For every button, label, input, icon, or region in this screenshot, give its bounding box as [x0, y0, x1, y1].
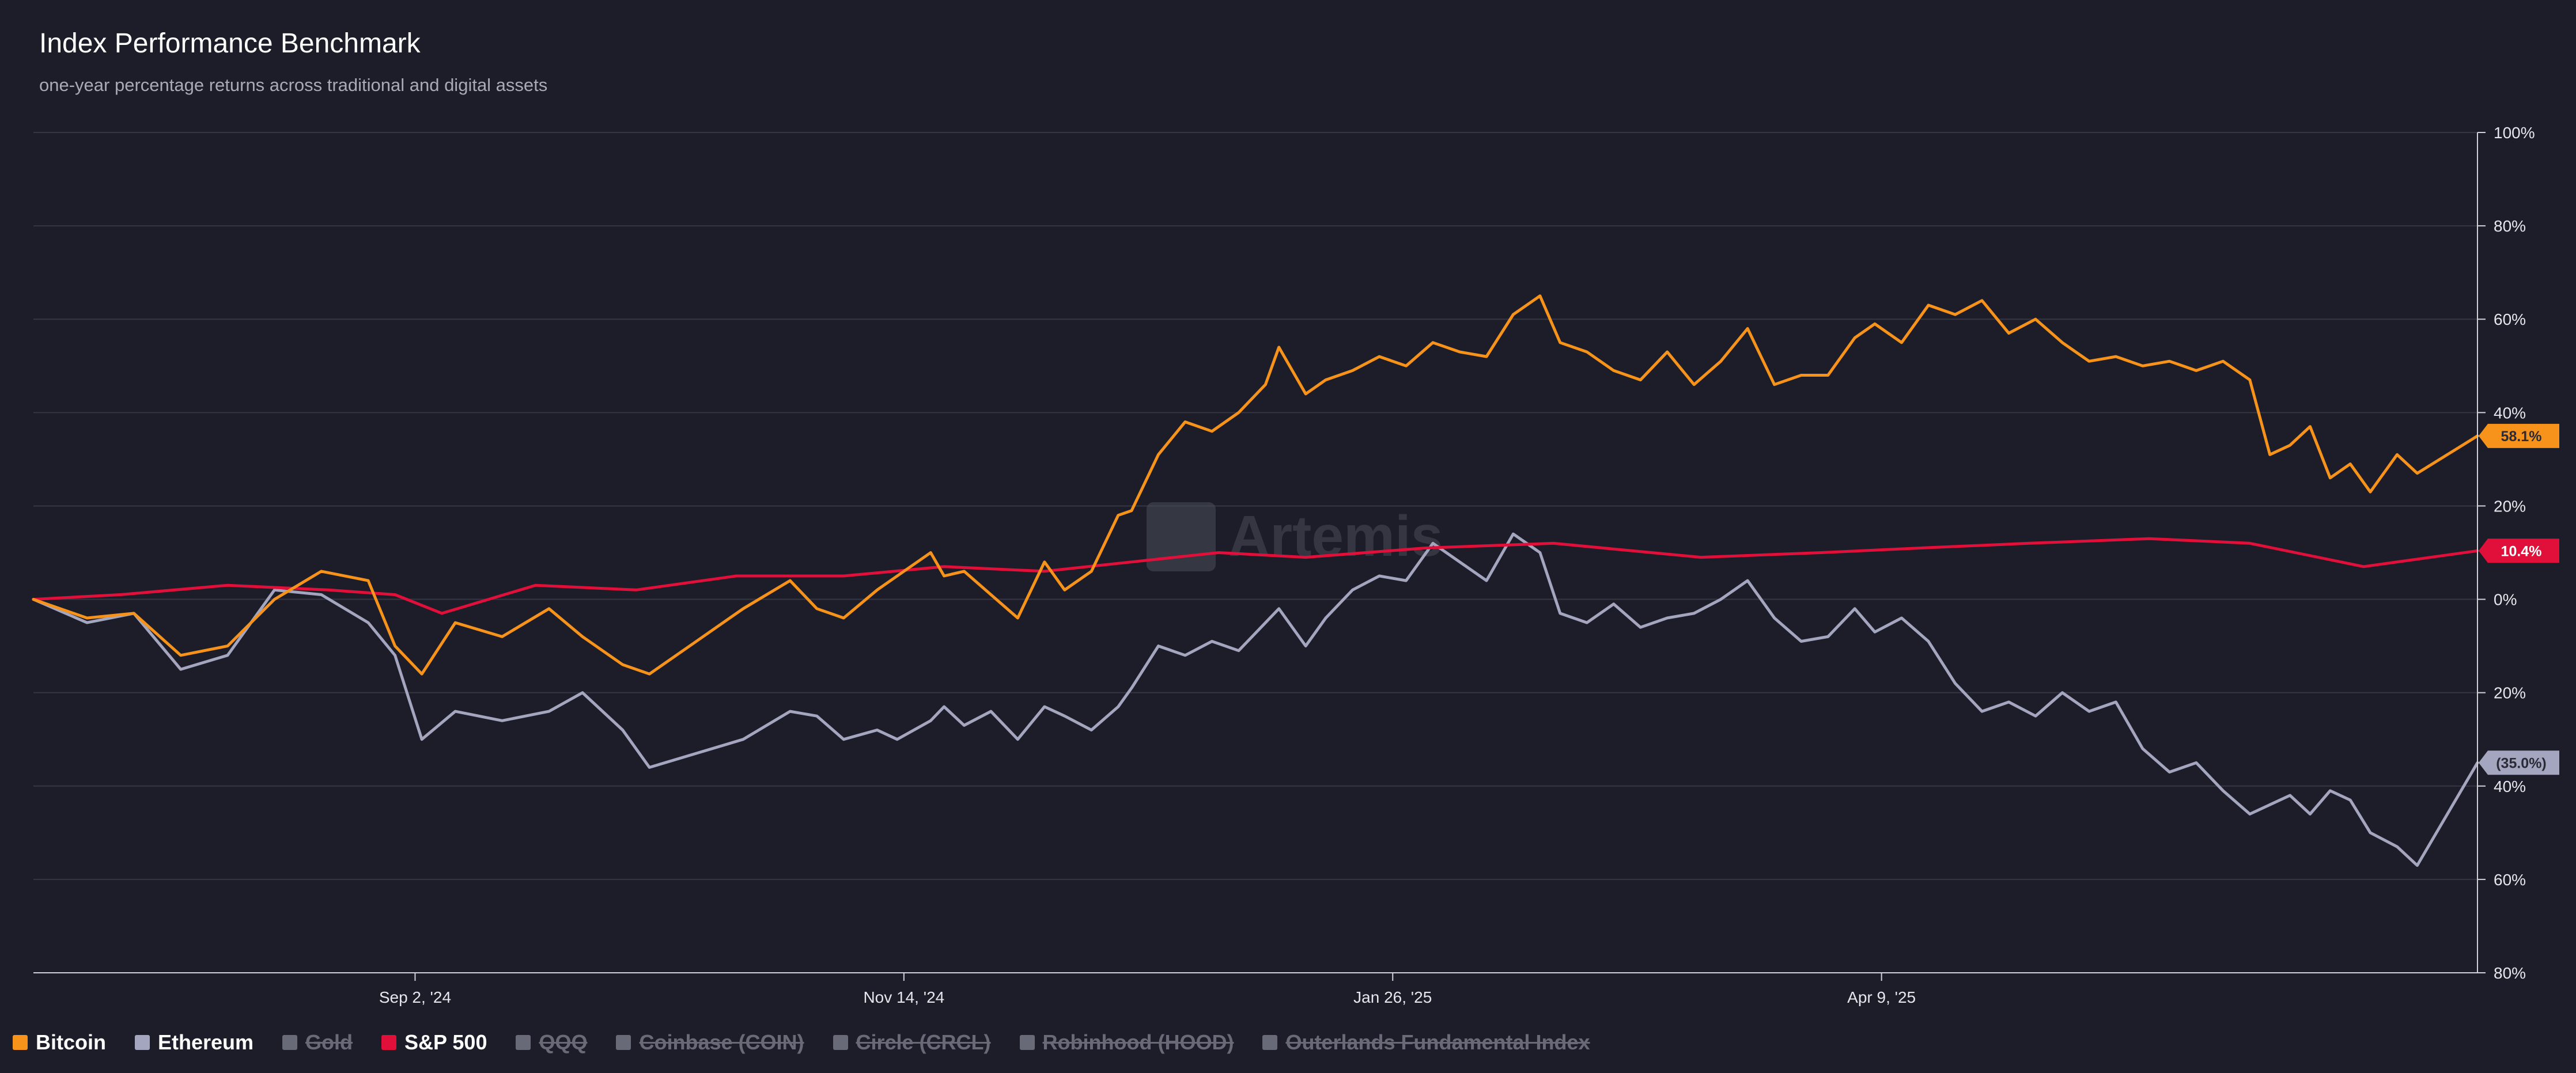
- legend-label: Coinbase (COIN): [639, 1030, 804, 1054]
- legend-item-coinbase-coin[interactable]: Coinbase (COIN): [616, 1030, 804, 1055]
- series-line-ethereum: [32, 532, 2479, 867]
- y-tick-label: 80%: [2494, 217, 2526, 235]
- legend-label: Ethereum: [158, 1030, 254, 1054]
- y-tick-label: 0%: [2494, 591, 2517, 609]
- legend-item-robinhood-hood[interactable]: Robinhood (HOOD): [1019, 1030, 1234, 1055]
- artemis-watermark: Artemis: [1147, 502, 1443, 571]
- y-tick-label: 40%: [2494, 778, 2526, 795]
- y-tick-label: 60%: [2494, 310, 2526, 328]
- legend-label: Outerlands Fundamental Index: [1285, 1030, 1590, 1054]
- grid-lines: [33, 132, 2477, 973]
- series-line-bitcoin: [32, 294, 2479, 676]
- end-label-badge: [2479, 539, 2559, 563]
- legend-item-gold[interactable]: Gold: [282, 1030, 353, 1055]
- legend-swatch: [381, 1035, 397, 1050]
- end-label-ethereum: (35.0%): [2479, 750, 2559, 775]
- legend-item-bitcoin[interactable]: Bitcoin: [13, 1030, 106, 1055]
- legend: Bitcoin Ethereum Gold S&P 500 QQQ Coinbase (C…: [13, 1029, 1619, 1056]
- y-tick-label: 100%: [2494, 124, 2535, 142]
- legend-swatch: [833, 1035, 848, 1050]
- y-tick-label: 20%: [2494, 497, 2526, 515]
- y-tick-label: 60%: [2494, 871, 2526, 889]
- y-tick-label: 20%: [2494, 684, 2526, 702]
- end-label-s-p-500: 10.4%: [2479, 539, 2559, 563]
- legend-swatch: [516, 1035, 531, 1050]
- watermark-text: Artemis: [1228, 504, 1443, 568]
- chart-subtitle: one-year percentage returns across tradi…: [39, 75, 548, 95]
- legend-item-qqq[interactable]: QQQ: [516, 1030, 587, 1055]
- legend-item-ethereum[interactable]: Ethereum: [135, 1030, 254, 1055]
- legend-swatch: [1019, 1035, 1035, 1050]
- x-tick-label: Nov 14, '24: [863, 988, 944, 1006]
- legend-label: Robinhood (HOOD): [1042, 1030, 1234, 1054]
- y-tick-label: 80%: [2494, 964, 2526, 982]
- end-label-badge: [2479, 750, 2559, 775]
- legend-item-s-p-500[interactable]: S&P 500: [381, 1030, 487, 1055]
- x-tick-label: Sep 2, '24: [379, 988, 451, 1006]
- legend-label: Gold: [305, 1030, 353, 1054]
- series-lines: [32, 294, 2479, 867]
- end-label-bitcoin: 58.1%: [2479, 423, 2559, 448]
- artemis-logo-icon: [1147, 502, 1216, 571]
- legend-item-outerlands-fundamental-index[interactable]: Outerlands Fundamental Index: [1262, 1030, 1590, 1055]
- x-tick-label: Jan 26, '25: [1353, 988, 1432, 1006]
- x-tick-label: Apr 9, '25: [1847, 988, 1916, 1006]
- legend-label: S&P 500: [404, 1030, 487, 1054]
- end-value-labels: 58.1% (35.0%) 10.4%: [2479, 423, 2559, 775]
- chart-title: Index Performance Benchmark: [39, 28, 421, 59]
- end-label-text: (35.0%): [2496, 755, 2547, 771]
- legend-label: QQQ: [539, 1030, 588, 1054]
- y-tick-label: 40%: [2494, 404, 2526, 422]
- end-label-text: 10.4%: [2501, 543, 2542, 559]
- legend-swatch: [282, 1035, 298, 1050]
- legend-swatch: [1262, 1035, 1278, 1050]
- axes: 100% 80% 60% 40% 20% 0% 20% 40% 60% 80% Sep 2, '24…: [33, 124, 2535, 1006]
- legend-item-circle-crcl[interactable]: Circle (CRCL): [833, 1030, 991, 1055]
- legend-swatch: [13, 1035, 28, 1050]
- legend-label: Circle (CRCL): [856, 1030, 991, 1054]
- end-label-text: 58.1%: [2501, 429, 2542, 445]
- end-label-badge: [2479, 423, 2559, 448]
- legend-label: Bitcoin: [36, 1030, 106, 1054]
- legend-swatch: [616, 1035, 631, 1050]
- series-line-s-p-500: [32, 537, 2479, 615]
- legend-swatch: [135, 1035, 150, 1050]
